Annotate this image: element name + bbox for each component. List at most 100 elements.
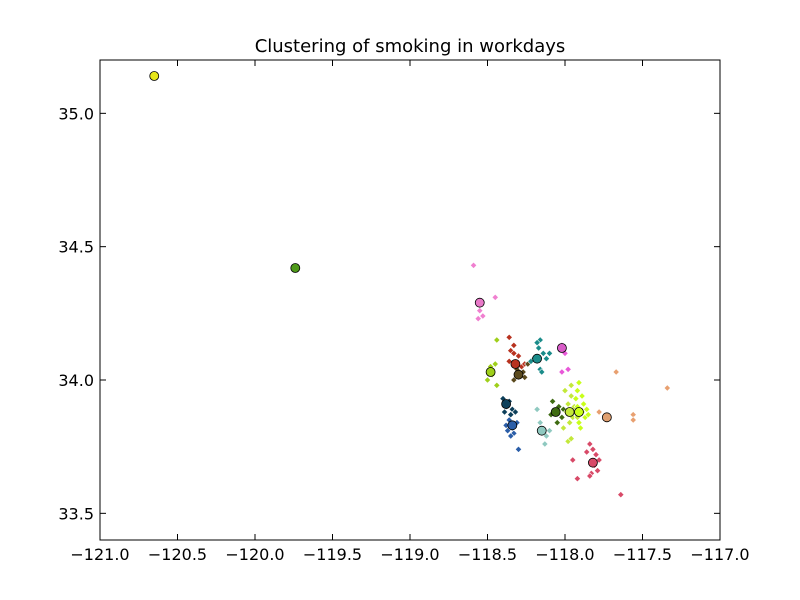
data-point [469,261,478,269]
data-point [629,416,637,424]
data-point [539,349,547,357]
data-point [545,349,554,357]
data-point [507,432,515,440]
x-tick-label: −117.5 [613,545,672,564]
cluster-centroid [474,297,485,308]
cluster-centroid [485,367,496,377]
data-point [553,419,561,427]
data-point [491,360,499,368]
data-point [584,411,592,419]
data-point [589,445,597,453]
x-tick-label: −119.5 [303,545,362,564]
data-point [507,347,515,355]
data-point [567,381,575,389]
data-point [476,307,484,315]
data-point [573,387,582,395]
x-tick-label: −120.0 [225,545,284,564]
data-point [572,395,580,403]
data-point [564,365,572,373]
data-point [533,405,541,413]
data-point [542,432,551,440]
cluster-centroid [507,420,518,431]
data-point [586,440,594,448]
plot-marks [149,71,671,499]
data-point [569,456,577,464]
cluster-centroid [513,369,524,380]
data-point [542,355,551,363]
data-point [558,413,566,421]
data-point [548,397,557,405]
cluster-centroid [557,343,567,353]
data-point [510,376,518,384]
data-point [510,349,518,357]
data-point [538,368,546,376]
data-point [561,387,569,395]
data-point [474,315,482,323]
data-point [592,451,600,459]
data-point [479,312,487,320]
cluster-centroid [149,71,160,81]
data-point [579,400,588,408]
data-point [564,400,572,408]
data-point [541,440,549,448]
cluster-centroid [601,412,612,423]
data-point [593,467,602,475]
data-point [578,392,586,400]
cluster-centroid [501,399,512,409]
cluster-centroid [536,425,547,436]
data-point [559,424,568,432]
data-point [536,419,544,427]
cluster-centroid [510,359,521,369]
data-point [493,381,501,389]
x-tick-label: −117.0 [690,545,749,564]
data-point [493,336,501,344]
data-point [500,408,509,416]
data-point [505,333,513,341]
data-point [583,405,591,413]
data-point [535,344,543,352]
data-point [491,293,499,301]
data-point [511,408,520,416]
data-point [586,472,594,480]
cluster-centroid [532,353,542,364]
data-point [575,419,583,427]
data-point [545,427,554,435]
y-tick-label: 35.0 [58,104,94,123]
data-point [612,368,620,376]
cluster-centroid [588,457,598,468]
data-point [575,379,583,387]
plot-frame [99,59,721,541]
data-point [514,445,523,453]
data-point [514,352,523,360]
x-tick-label: −119.0 [380,545,439,564]
data-point [617,491,625,499]
y-tick-label: 34.0 [58,371,94,390]
data-point [507,411,515,419]
x-tick-label: −121.0 [70,545,129,564]
data-point [510,341,518,349]
data-point [558,368,566,376]
cluster-centroid [290,263,301,273]
y-tick-label: 34.5 [58,238,94,257]
data-point [663,384,671,392]
data-point [567,392,575,400]
cluster-centroid [574,407,584,417]
data-point [566,419,574,427]
data-point [583,448,591,456]
data-point [533,339,541,347]
data-point [595,408,603,416]
data-point [536,336,544,344]
data-point [576,424,585,432]
cluster-centroid [564,407,575,417]
cluster-centroid [550,407,561,417]
axes: −121.0 −120.5 −120.0 −119.5 −119.0 −118.5 −118… [58,60,750,564]
x-tick-label: −118.0 [535,545,594,564]
x-tick-label: −118.5 [458,545,517,564]
data-point [573,475,582,483]
data-point [483,376,492,384]
chart-title: Clustering of smoking in workdays [255,36,566,57]
y-tick-label: 33.5 [58,504,94,523]
x-tick-label: −120.5 [148,545,207,564]
data-point [567,435,575,443]
